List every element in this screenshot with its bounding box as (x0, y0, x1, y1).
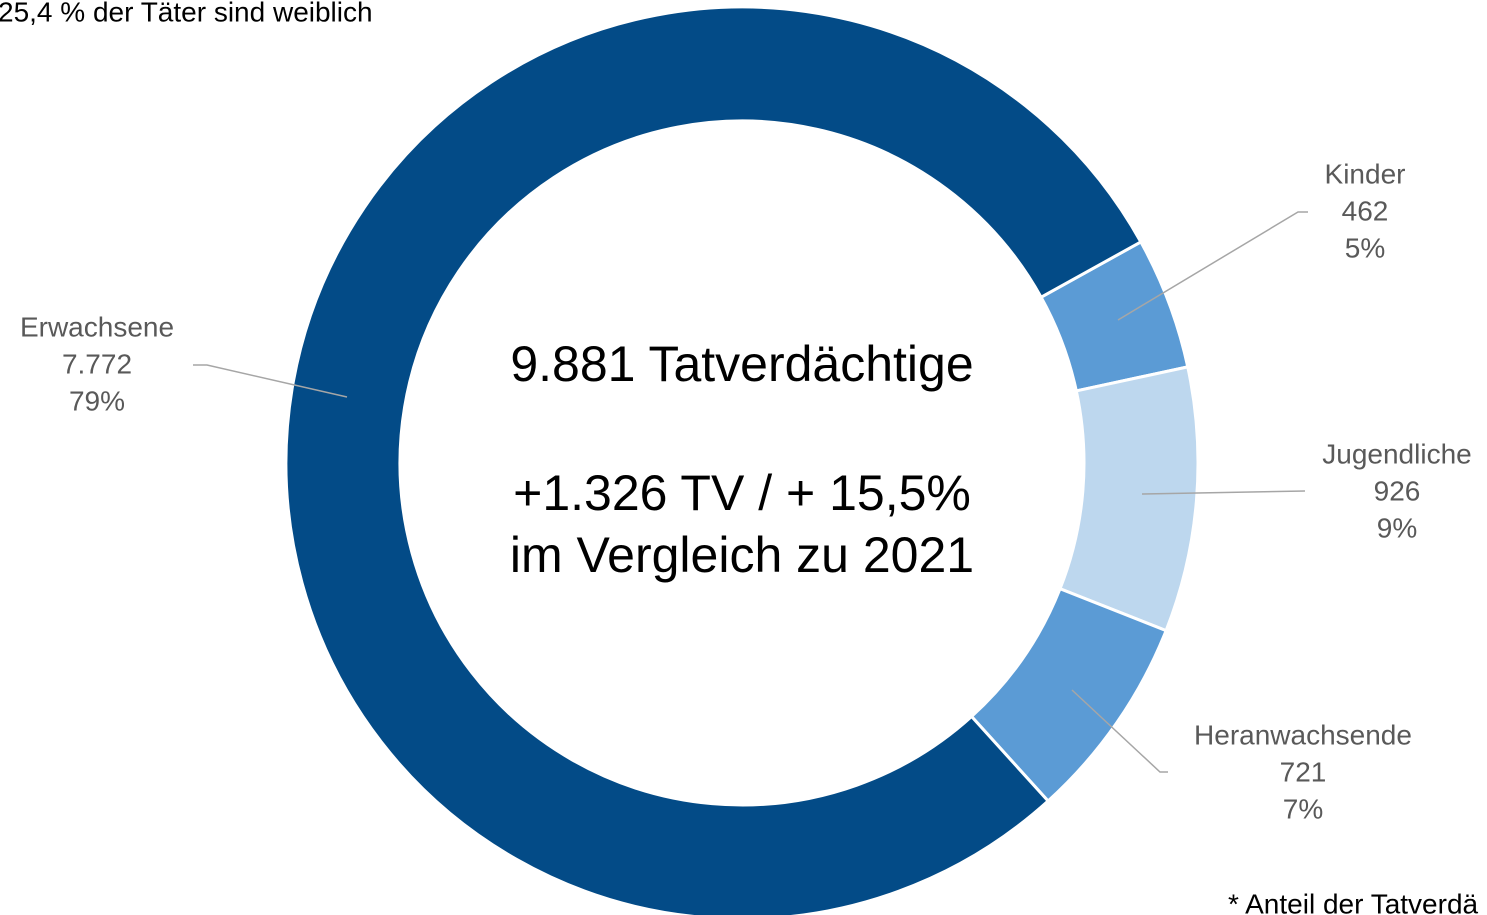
donut-segment (1058, 365, 1200, 633)
center-text: +1.326 TV / + 15,5% (513, 465, 971, 521)
percent-label: 79% (69, 385, 125, 416)
leader-line (1141, 490, 1306, 495)
category-label: Heranwachsende (1194, 719, 1412, 750)
percent-label: 7% (1283, 793, 1323, 824)
category-label: Jugendliche (1322, 438, 1471, 469)
donut-segment (284, 5, 1143, 915)
center-text: 9.881 Tatverdächtige (510, 336, 973, 392)
value-label: 721 (1280, 756, 1327, 787)
value-label: 7.772 (62, 348, 132, 379)
category-label: Erwachsene (20, 311, 174, 342)
category-label: Kinder (1325, 158, 1406, 189)
subtitle: 25,4 % der Täter sind weiblich (0, 0, 373, 27)
value-label: 926 (1374, 475, 1421, 506)
leader-line (193, 364, 348, 398)
leader-line (1071, 689, 1168, 773)
center-text: im Vergleich zu 2021 (510, 527, 974, 583)
leader-line (1117, 211, 1308, 321)
value-label: 462 (1342, 195, 1389, 226)
percent-label: 5% (1345, 232, 1385, 263)
percent-label: 9% (1377, 512, 1417, 543)
footnote: * Anteil der Tatverdä (1228, 888, 1479, 915)
